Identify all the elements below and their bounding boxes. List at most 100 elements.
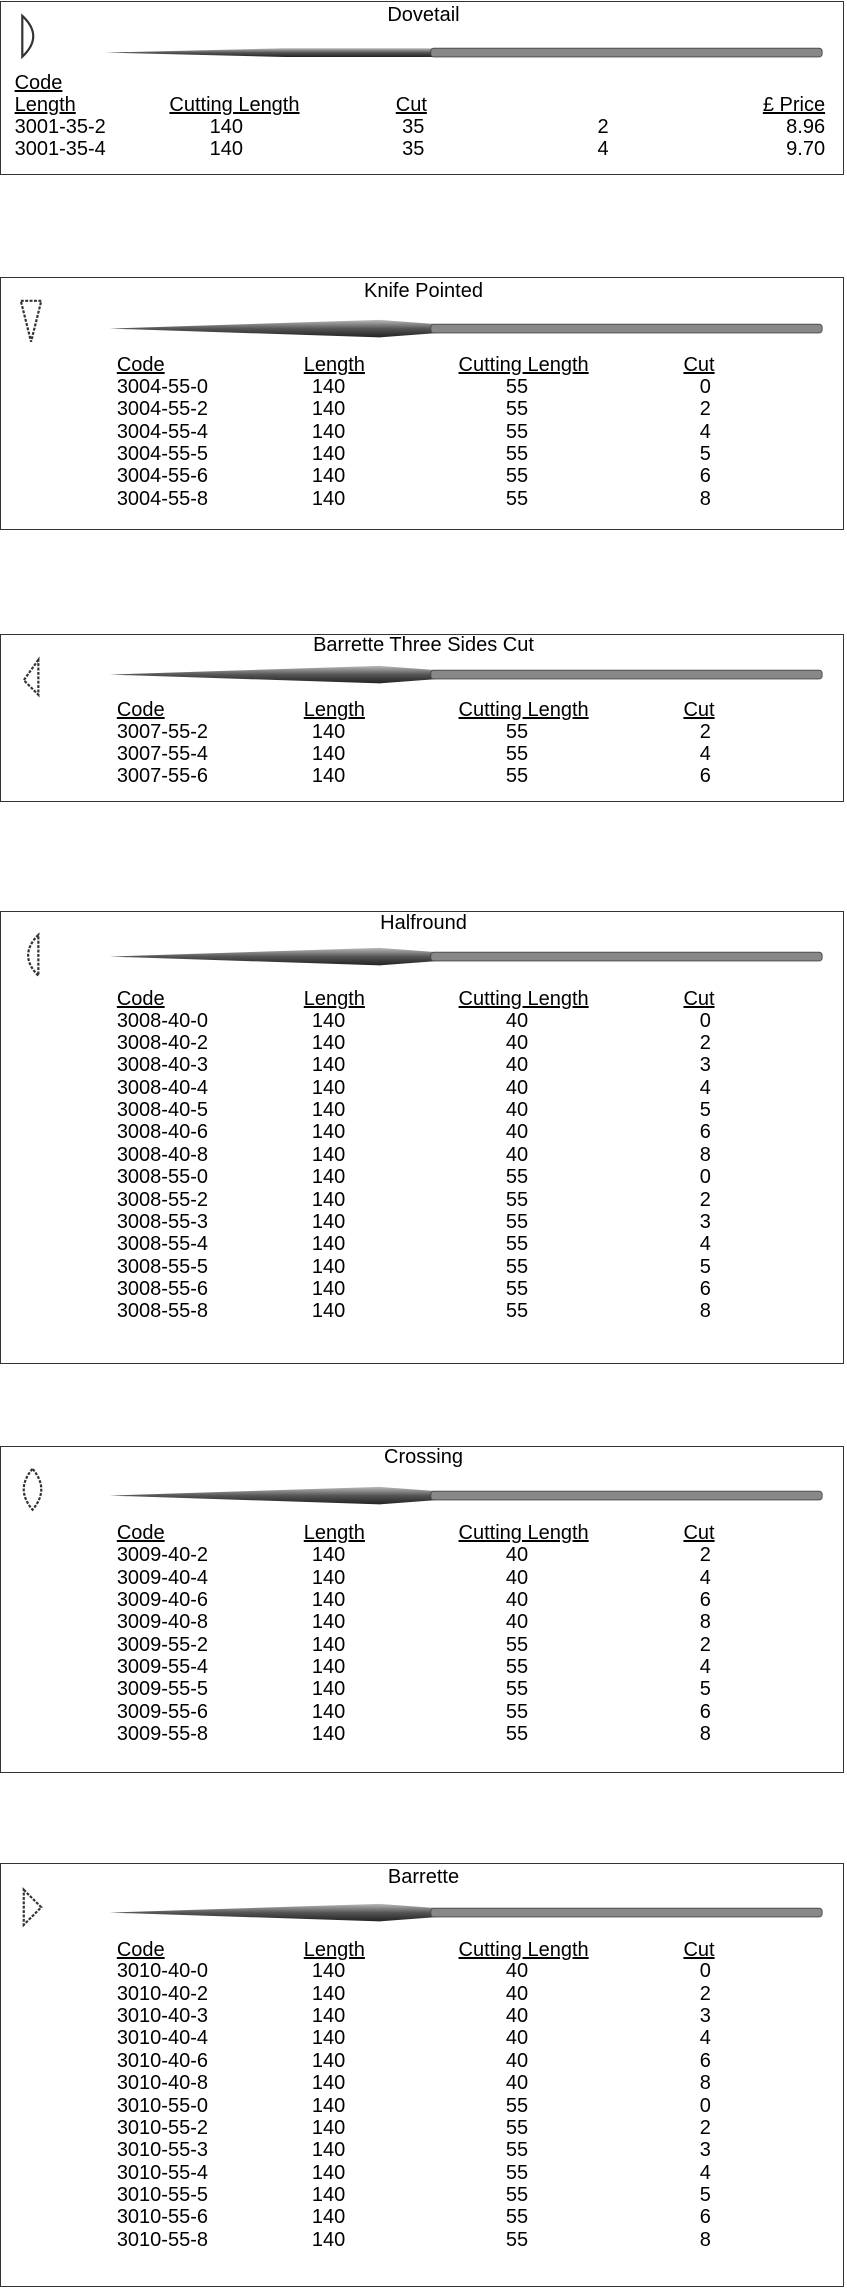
table-cell: 40 xyxy=(505,1566,529,1589)
table-cell: 3008-55-6 xyxy=(116,1277,208,1300)
table-cell: 3004-55-6 xyxy=(116,465,208,488)
table-cell: 55 xyxy=(505,1723,529,1745)
column-header: Code xyxy=(116,987,165,1010)
table-cell: 5 xyxy=(699,1678,711,1701)
table-cell: 3 xyxy=(699,2005,711,2028)
column-header: Length xyxy=(303,1938,365,1961)
table-cell: 40 xyxy=(505,1143,529,1166)
table-cell: 3010-55-2 xyxy=(116,2116,208,2139)
column-header: Length xyxy=(303,698,365,721)
table-cell: 4 xyxy=(699,742,711,765)
table-cell: 55 xyxy=(505,2161,529,2184)
table-cell: 140 xyxy=(311,2183,346,2206)
table-cell: 55 xyxy=(505,1188,529,1211)
table-cell: 2 xyxy=(699,1188,711,1211)
profile-icon xyxy=(21,656,40,698)
table-cell: 140 xyxy=(311,1099,346,1122)
table-cell: 3008-55-5 xyxy=(116,1255,208,1278)
table-cell: 55 xyxy=(505,742,529,765)
table-cell: 2 xyxy=(699,1544,711,1567)
table-cell: 3010-55-0 xyxy=(116,2094,208,2117)
table-cell: 140 xyxy=(311,2005,346,2028)
table-cell: 140 xyxy=(311,1121,346,1144)
table-cell: 5 xyxy=(699,1255,711,1278)
table-cell: 140 xyxy=(311,1009,346,1032)
section-title: Barrette xyxy=(387,1865,460,1888)
section-title: Barrette Three Sides Cut xyxy=(313,634,534,657)
table-cell: 55 xyxy=(505,1233,529,1256)
table-cell: 140 xyxy=(311,1233,346,1256)
table-cell: 3010-40-8 xyxy=(116,2072,208,2095)
table-cell: 4 xyxy=(699,1566,711,1589)
table-cell: 4 xyxy=(699,1076,711,1099)
column-header: Code xyxy=(116,1938,165,1961)
table-cell: 140 xyxy=(311,1143,346,1166)
table-cell: 140 xyxy=(311,465,346,488)
table-cell: 40 xyxy=(505,1588,529,1611)
product-box xyxy=(0,1863,845,2287)
table-cell: 140 xyxy=(311,1544,346,1567)
table-cell: 3010-40-4 xyxy=(116,2027,208,2050)
table-cell: 4 xyxy=(699,2027,711,2050)
table-cell: 3009-55-8 xyxy=(116,1723,208,1745)
table-cell: 5 xyxy=(699,2183,711,2206)
table-cell: 8 xyxy=(699,1723,711,1745)
table-cell: 55 xyxy=(505,720,529,743)
product-box xyxy=(0,633,845,802)
section-title: Dovetail xyxy=(387,3,460,26)
table-cell: 140 xyxy=(311,2094,346,2117)
table-cell: 3008-55-3 xyxy=(116,1210,208,1233)
table-cell: 0 xyxy=(699,1166,711,1189)
table-cell: 140 xyxy=(311,1960,346,1983)
table-cell: 5 xyxy=(699,1099,711,1122)
table-cell: 40 xyxy=(505,1032,529,1055)
table-cell: 4 xyxy=(597,138,609,161)
table-cell: 6 xyxy=(699,765,711,788)
table-cell: 55 xyxy=(505,1700,529,1723)
table-cell: 3010-55-5 xyxy=(116,2183,208,2206)
table-cell: 140 xyxy=(311,2072,346,2095)
table-cell: 140 xyxy=(311,1633,346,1656)
file-image xyxy=(109,1486,823,1505)
table-cell: 35 xyxy=(402,138,425,161)
table-cell: 6 xyxy=(699,2206,711,2229)
table-cell: 6 xyxy=(699,2049,711,2072)
table-cell: 40 xyxy=(505,2005,529,2028)
column-header: Code xyxy=(116,698,165,721)
table-cell: 140 xyxy=(311,1188,346,1211)
table-cell: 140 xyxy=(311,1700,346,1723)
profile-icon xyxy=(26,931,40,979)
table-cell: 40 xyxy=(505,2072,529,2095)
table-cell: 3010-40-3 xyxy=(116,2005,208,2028)
table-cell: 2 xyxy=(699,2116,711,2139)
column-header: Length xyxy=(303,1522,365,1545)
table-cell: 140 xyxy=(311,420,346,443)
table-cell: 140 xyxy=(311,1210,346,1233)
table-cell: 140 xyxy=(311,2027,346,2050)
table-cell: 3 xyxy=(699,1210,711,1233)
table-cell: 0 xyxy=(699,1009,711,1032)
table-cell: 3007-55-4 xyxy=(116,742,208,765)
table-cell: 55 xyxy=(505,465,529,488)
profile-icon xyxy=(22,1467,42,1512)
table-cell: 55 xyxy=(505,443,529,466)
file-image xyxy=(109,319,823,338)
table-cell: 140 xyxy=(311,2206,346,2229)
table-cell: 140 xyxy=(311,1566,346,1589)
table-cell: 3010-40-6 xyxy=(116,2049,208,2072)
file-image xyxy=(109,665,823,684)
table-cell: 3009-40-2 xyxy=(116,1544,208,1567)
table-cell: 8 xyxy=(699,2072,711,2095)
table-cell: 140 xyxy=(311,2116,346,2139)
table-cell: 140 xyxy=(311,2049,346,2072)
table-cell: 6 xyxy=(699,1121,711,1144)
table-cell: 3008-40-2 xyxy=(116,1032,208,1055)
column-header: Cut xyxy=(683,1522,715,1545)
table-cell: 55 xyxy=(505,1300,529,1323)
table-cell: 2 xyxy=(699,398,711,421)
table-cell: 140 xyxy=(311,375,346,398)
table-cell: 140 xyxy=(311,742,346,765)
table-cell: 55 xyxy=(505,2206,529,2229)
table-cell: 140 xyxy=(311,1166,346,1189)
